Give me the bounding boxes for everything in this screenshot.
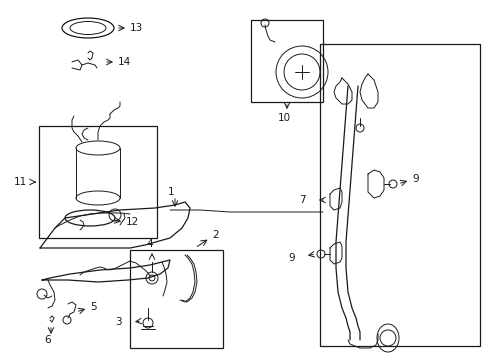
Bar (250, 20, 323, 102)
Bar (319, 44, 479, 346)
Text: 14: 14 (118, 57, 131, 67)
Text: 2: 2 (212, 230, 218, 240)
Text: 10: 10 (278, 113, 290, 123)
Text: 13: 13 (130, 23, 143, 33)
Text: 7: 7 (299, 195, 305, 205)
Bar (130, 250, 223, 348)
Text: 11: 11 (14, 177, 27, 187)
Text: 5: 5 (90, 302, 97, 312)
Text: 9: 9 (288, 253, 294, 263)
Bar (39, 126, 157, 238)
Text: 3: 3 (115, 317, 122, 327)
Text: 6: 6 (44, 335, 51, 345)
Text: 12: 12 (126, 217, 139, 227)
Text: 1: 1 (167, 187, 174, 197)
Text: 4: 4 (146, 239, 152, 249)
Text: 9: 9 (411, 174, 418, 184)
